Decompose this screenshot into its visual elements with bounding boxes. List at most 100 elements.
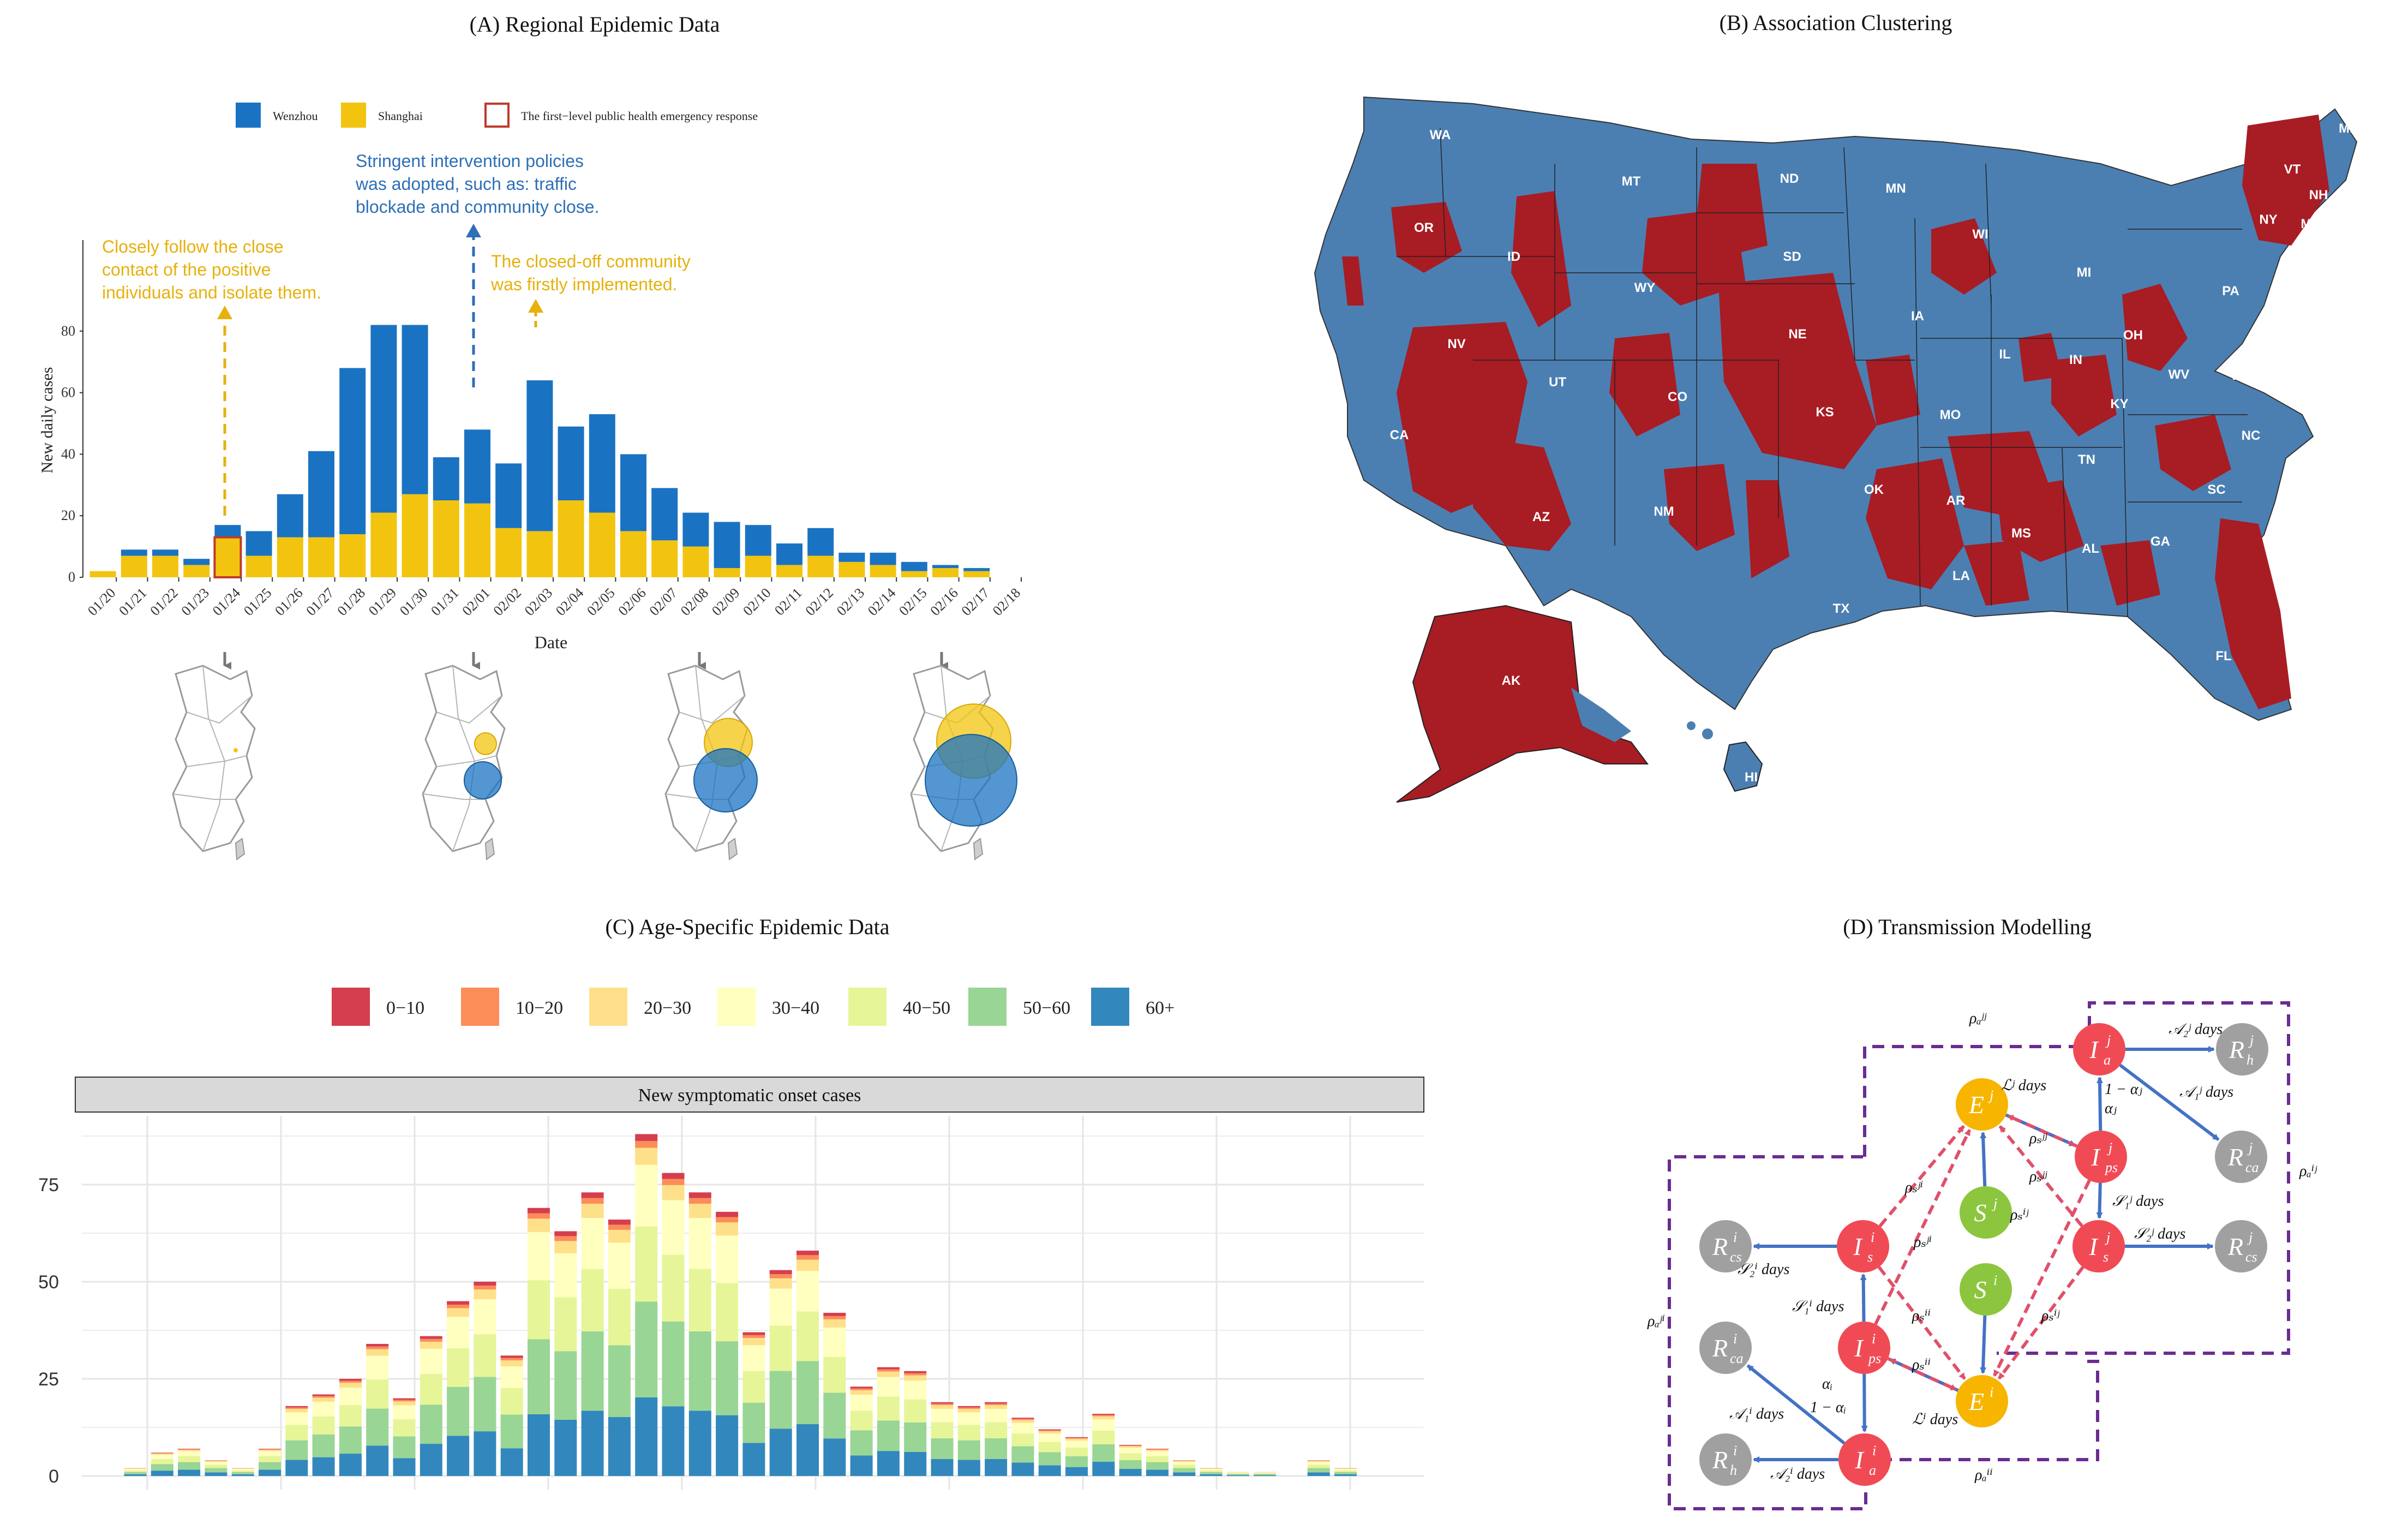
c-bar-segment-60+ <box>1011 1462 1034 1476</box>
c-bar-segment-30−40 <box>1038 1433 1061 1442</box>
us-county-map <box>1314 96 2358 803</box>
legend-swatch-shanghai <box>341 103 366 128</box>
alaska-blue-part <box>1571 688 1631 742</box>
c-bar-segment-20−30 <box>231 1468 254 1469</box>
c-bar-segment-20−30 <box>957 1408 980 1413</box>
c-bar-segment-30−40 <box>1065 1441 1088 1448</box>
node-circle <box>2073 1023 2125 1075</box>
state-label-MD: MD <box>2259 319 2279 334</box>
state-label-NC: NC <box>2242 428 2261 443</box>
node-sub: s <box>2103 1249 2109 1265</box>
c-bar-segment-60+ <box>904 1451 927 1476</box>
label-Lj: ℒʲ days <box>2001 1077 2046 1094</box>
c-bar-segment-10−20 <box>608 1224 631 1230</box>
c-bar-segment-30−40 <box>877 1377 900 1397</box>
bar-shanghai-02/13 <box>838 561 865 577</box>
c-bar-segment-50−60 <box>931 1438 954 1459</box>
c-bar-segment-30−40 <box>500 1366 523 1388</box>
c-bar-segment-30−40 <box>366 1355 389 1380</box>
c-bar-segment-60+ <box>635 1397 658 1476</box>
a-xtick-label: 01/23 <box>178 585 212 619</box>
a-xtick-label: 02/04 <box>553 585 586 619</box>
annot3-line2: was firstly implemented. <box>490 274 677 294</box>
c-bar-segment-60+ <box>393 1458 416 1476</box>
state-label-OK: OK <box>1864 482 1884 497</box>
bar-wenzhou-01/27 <box>308 451 334 537</box>
cluster-region <box>2122 284 2188 371</box>
c-bar-segment-20−30 <box>1307 1461 1330 1462</box>
node-letter: R <box>2227 1143 2243 1171</box>
annot2-line3: blockade and community close. <box>356 197 599 217</box>
c-bar-segment-60+ <box>366 1445 389 1476</box>
c-bar-segment-50−60 <box>688 1331 711 1411</box>
c-bar-segment-40−50 <box>339 1405 362 1427</box>
c-bar-segment-30−40 <box>285 1412 308 1425</box>
state-label-NM: NM <box>1654 504 1674 519</box>
label-aj: αⱼ <box>2105 1100 2117 1117</box>
age-legend-label: 60+ <box>1146 998 1175 1018</box>
facet-strip-label: New symptomatic onset cases <box>638 1085 861 1105</box>
node-sup: j <box>1992 1196 1997 1211</box>
state-label-OH: OH <box>2123 328 2143 343</box>
edge-Isi-Ei <box>1877 1266 1966 1380</box>
c-bar-segment-40−50 <box>581 1269 604 1331</box>
c-bar-segment-60+ <box>151 1471 173 1476</box>
state-label-CT: CT <box>2300 238 2317 253</box>
annot1-line2: contact of the positive <box>102 260 271 279</box>
c-bar-segment-10−20 <box>1011 1419 1034 1420</box>
c-bar-segment-60+ <box>447 1436 470 1476</box>
c-bar-segment-20−30 <box>1173 1461 1196 1462</box>
cluster-region <box>1609 333 1680 437</box>
c-bar-segment-0−10 <box>500 1355 523 1358</box>
c-bar-segment-50−60 <box>474 1377 496 1432</box>
c-bar-segment-40−50 <box>205 1465 227 1468</box>
c-bar-segment-40−50 <box>285 1425 308 1441</box>
c-bar-segment-10−20 <box>1092 1415 1115 1417</box>
c-bar-segment-60+ <box>1226 1475 1249 1476</box>
edge-Ipsj-Isj <box>2096 1182 2103 1220</box>
panel-d-title: (D) Transmission Modelling <box>1843 915 2092 939</box>
c-bar-segment-30−40 <box>231 1469 254 1471</box>
c-bar-segment-10−20 <box>312 1396 335 1398</box>
a-xtick-label: 02/10 <box>740 585 774 619</box>
node-sub: cs <box>1730 1249 1742 1265</box>
node-circle <box>1956 1078 2008 1131</box>
state-label-AK: AK <box>1502 673 1521 688</box>
c-bar-segment-50−60 <box>447 1386 470 1436</box>
c-bar-segment-60+ <box>716 1415 739 1476</box>
edge-Ipsi-Ei <box>1887 1357 1957 1391</box>
c-bar-segment-40−50 <box>1146 1456 1169 1462</box>
a-xtick-label: 01/20 <box>85 585 118 619</box>
china-inset-map <box>910 665 1017 860</box>
hawaii <box>1723 741 1763 792</box>
edge-Ipsi-Iai <box>1861 1373 1868 1433</box>
c-bar-segment-0−10 <box>366 1343 389 1347</box>
state-label-NE: NE <box>1788 327 1806 342</box>
c-bar-segment-50−60 <box>850 1430 873 1456</box>
state-label-CA: CA <box>1390 428 1409 443</box>
c-bar-segment-30−40 <box>688 1218 711 1269</box>
node-letter: I <box>1854 1334 1864 1362</box>
state-label-NV: NV <box>1447 337 1465 351</box>
c-bar-segment-20−30 <box>796 1259 819 1271</box>
state-label-MA: MA <box>2301 217 2321 231</box>
state-label-AR: AR <box>1946 493 1966 508</box>
cluster-region <box>1697 164 1768 256</box>
bar-wenzhou-02/15 <box>901 561 927 571</box>
c-bar-segment-50−60 <box>635 1301 658 1397</box>
annot2-line1: Stringent intervention policies <box>356 151 584 171</box>
c-bar-segment-20−30 <box>259 1450 281 1451</box>
c-bar-segment-20−30 <box>850 1390 873 1395</box>
c-bar-segment-20−30 <box>339 1383 362 1388</box>
node-letter: I <box>1854 1446 1865 1474</box>
c-bar-segment-20−30 <box>151 1453 173 1455</box>
state-label-SD: SD <box>1783 249 1801 264</box>
c-bar-segment-50−60 <box>528 1339 550 1415</box>
state-label-MI: MI <box>2077 265 2092 280</box>
c-bar-segment-50−60 <box>1307 1468 1330 1473</box>
